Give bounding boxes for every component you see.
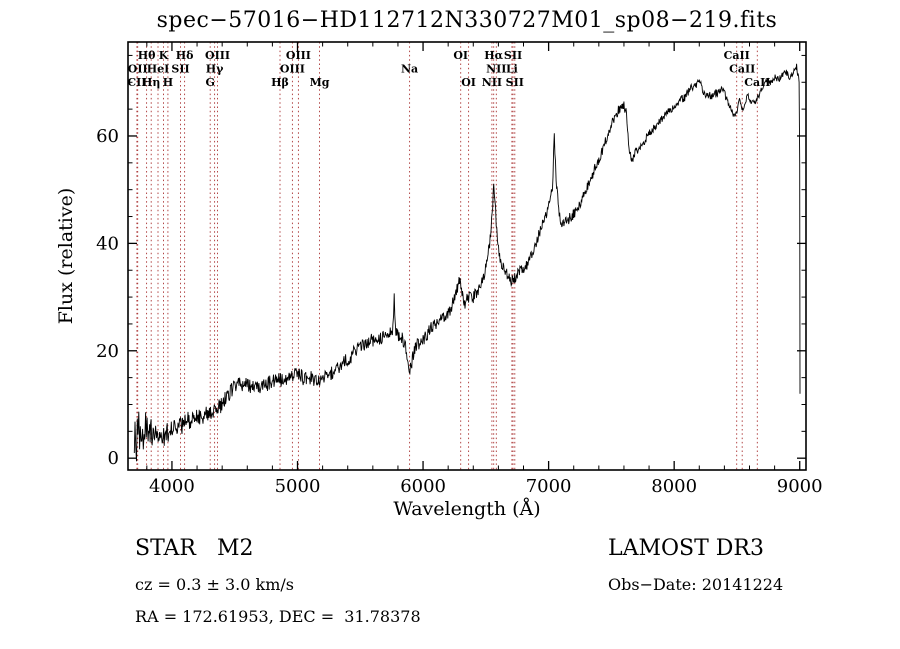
- spectral-line-label: Na: [401, 63, 418, 76]
- spectral-line-label: OIII: [205, 49, 230, 62]
- survey-label: LAMOST DR3: [608, 536, 764, 561]
- spectral-line-label: NII: [486, 63, 506, 76]
- spectral-line-label: OIII: [280, 63, 305, 76]
- spectral-line-label: Hδ: [176, 49, 194, 62]
- spectral-line-label: CII: [127, 76, 146, 89]
- spectral-line-label: SII: [506, 76, 524, 89]
- spectral-line-label: Hβ: [271, 76, 289, 89]
- y-axis-label: Flux (relative): [55, 187, 77, 325]
- x-tick-label: 4000: [149, 476, 195, 497]
- spectral-line-label: Hθ: [138, 49, 156, 62]
- spectral-line-label: SII: [171, 63, 189, 76]
- spectral-line-label: Hγ: [206, 63, 224, 76]
- spectral-line-label: OI: [453, 49, 468, 62]
- spectral-line-label: OII: [128, 63, 148, 76]
- ra-dec-value: RA = 172.61953, DEC = 31.78378: [135, 607, 421, 626]
- obs-date: Obs−Date: 20141224: [608, 575, 784, 594]
- spectrum-line: [133, 63, 801, 462]
- x-tick-label: 9000: [777, 476, 823, 497]
- x-tick-label: 5000: [275, 476, 321, 497]
- spectral-line-label: NII: [482, 76, 502, 89]
- y-tick-label: 0: [108, 448, 119, 469]
- cz-value: cz = 0.3 ± 3.0 km/s: [135, 575, 294, 594]
- spectral-line-label: CaII: [729, 63, 755, 76]
- spectral-line-label: OI: [461, 76, 476, 89]
- x-tick-label: 8000: [651, 476, 697, 497]
- spectral-line-label: HeI: [147, 63, 170, 76]
- spectral-line-label: K: [159, 49, 169, 62]
- spectral-line-label: CaII: [744, 76, 770, 89]
- y-tick-label: 40: [96, 233, 119, 254]
- spectral-line-label: SII: [504, 49, 522, 62]
- figure-title: spec−57016−HD112712N330727M01_sp08−219.f…: [156, 8, 778, 33]
- y-tick-label: 60: [96, 126, 119, 147]
- spectral-line-label: H: [163, 76, 173, 89]
- spectral-line-label: G: [205, 76, 214, 89]
- object-class-label: STAR M2: [135, 536, 254, 561]
- spectral-line-label: Mg: [310, 76, 330, 89]
- x-tick-label: 7000: [526, 476, 572, 497]
- spectral-line-label: Li: [506, 63, 518, 76]
- spectral-line-label: CaII: [724, 49, 750, 62]
- y-tick-label: 20: [96, 341, 119, 362]
- x-tick-label: 6000: [400, 476, 446, 497]
- spectral-line-label: Hα: [484, 49, 503, 62]
- spectral-line-label: OIII: [286, 49, 311, 62]
- x-axis-label: Wavelength (Å): [393, 498, 541, 520]
- plot-frame: [127, 41, 807, 471]
- spectral-line-label: Hη: [142, 76, 160, 89]
